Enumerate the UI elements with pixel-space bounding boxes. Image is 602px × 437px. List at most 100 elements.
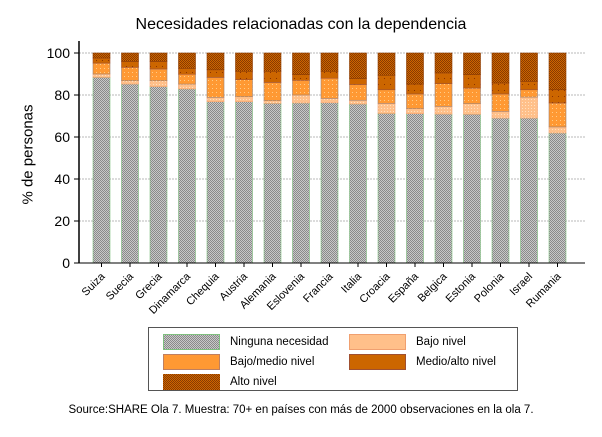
bar-segment [491,111,510,119]
bar-segment [349,52,367,79]
bar-segment [463,52,481,75]
bar-segment [463,74,481,89]
bar-segment [263,82,282,101]
legend: Ninguna necesidad Bajo nivel Bajo/medio … [148,327,518,391]
bar-segment [235,79,253,97]
bar-segment [121,83,139,264]
legend-label: Ninguna necesidad [230,336,329,348]
bar-segment [406,52,424,85]
x-tick-label: Croacia [357,270,393,306]
bar-segment [520,89,538,98]
x-tick-label: Chequia [184,270,222,308]
bar-segment [263,100,282,104]
x-tick-label: Polonia [472,270,507,305]
bar-segment [178,73,196,85]
legend-label: Bajo/medio nivel [230,356,315,368]
bar-segment [292,74,310,81]
bar-segment [320,52,339,72]
bar-segment [434,106,453,115]
chart-title: Necesidades relacionadas con la dependen… [135,16,467,33]
bar-segment [434,72,453,84]
bar-segment [520,52,538,82]
bar-segment [178,83,196,90]
bar-segment [548,126,567,134]
bar-segment [349,78,367,85]
bar-segment [235,70,253,80]
bar-segment [463,87,481,104]
bar-segment [92,73,111,78]
bar-segment [377,89,396,104]
bar-segment [377,103,396,114]
legend-swatch-ninguna [163,334,220,350]
bar-segment [263,103,282,264]
bar-segment [178,52,196,69]
bar-segment [235,101,253,264]
x-tick-label: Francia [301,270,336,305]
y-tick-label: 100 [47,45,71,61]
bar-segment [121,52,139,62]
bar-segment [178,68,196,75]
legend-swatch-bajo-medio [163,354,220,370]
bar-segment [263,52,282,72]
bar-segment [520,117,538,264]
bar-segment [349,99,367,105]
bar-segment [292,94,310,104]
bar-segment [548,52,567,91]
bar-segment [548,89,567,104]
legend-label: Medio/alto nivel [416,356,496,368]
bar-segment [320,98,339,104]
bar-segment [491,93,510,112]
bar-segment [548,102,567,128]
bar-segment [235,96,253,103]
legend-item-alto: Alto nivel [163,374,277,390]
legend-label: Alto nivel [230,376,277,388]
source-note: Source:SHARE Ola 7. Muestra: 70+ en país… [68,404,534,416]
bar-segment [406,113,424,264]
legend-item-bajo-medio: Bajo/medio nivel [163,354,314,370]
bar-segment [121,61,139,68]
bar-segment [206,101,225,264]
legend-swatch-medio-alto [349,354,406,370]
bar-segment [149,61,168,70]
bar-segment [349,103,367,264]
x-tick-label: Italia [339,270,365,296]
bar-segment [206,69,225,78]
bar-segment [463,103,481,115]
y-tick-label: 0 [62,255,70,271]
y-tick-label: 80 [54,87,70,103]
bar-segment [149,80,168,87]
bar-segment [520,81,538,91]
bar-segment [92,77,111,264]
x-tick-label: Suecia [104,270,137,303]
bar-segment [292,80,310,96]
bar-segment [520,96,538,119]
bar-segment [320,77,339,99]
bar-segment [406,83,424,95]
bar-segment [92,52,111,59]
bar-segment [292,52,310,75]
bar-segment [149,68,168,82]
bar-segment [406,93,424,109]
bar-segment [92,57,111,64]
x-tick-label: Estonia [444,270,479,305]
bar-segment [206,52,225,71]
bar-segment [491,82,510,95]
legend-item-bajo: Bajo nivel [349,334,466,350]
bar-segment [377,52,396,76]
bar-segment [406,108,424,114]
bar-segment [206,77,225,98]
bar-segment [377,113,396,264]
x-tick-label: España [386,270,421,305]
y-tick-label: 60 [54,129,70,145]
bar-segment [206,97,225,103]
bar-segment [292,102,310,264]
bar-segment [434,52,453,74]
bar-segment [235,52,253,72]
bar-segment [463,114,481,264]
y-tick-label: 40 [54,171,70,187]
bar-segment [121,80,139,85]
bar-segment [320,70,339,79]
bar-segment [377,74,396,91]
y-tick-label: 20 [54,213,70,229]
